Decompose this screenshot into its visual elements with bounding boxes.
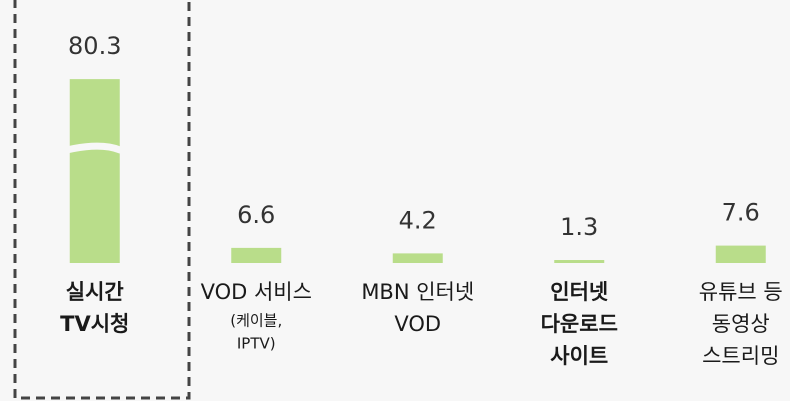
value-label: 80.3 <box>68 32 121 60</box>
marks: 80.3 실시간 TV시청 6.6 VOD 서비스 (케이블, IPTV) 4.2 MBN 인터… <box>60 32 783 368</box>
x-tick-label: MBN 인터넷 <box>361 280 474 304</box>
highlight-box <box>13 0 191 400</box>
bar <box>554 260 605 263</box>
x-tick-label: 사이트 <box>550 344 608 368</box>
x-tick-label: TV시청 <box>60 312 129 336</box>
category-note: (케이블, <box>230 312 282 330</box>
x-tick-label: 유튜브 등 <box>699 280 783 304</box>
x-tick-label: 실시간 <box>66 280 124 304</box>
x-tick-label: VOD 서비스 <box>201 280 312 304</box>
bar <box>231 247 282 263</box>
x-tick-label: 스트리밍 <box>702 344 779 368</box>
x-tick-label: 동영상 <box>712 312 770 336</box>
x-tick-label: 다운로드 <box>541 312 618 336</box>
axis-break <box>41 141 169 160</box>
category-note: IPTV) <box>237 335 276 353</box>
value-label: 4.2 <box>399 206 437 234</box>
value-label: 1.3 <box>560 213 598 241</box>
value-label: 6.6 <box>237 201 275 229</box>
bar <box>69 79 120 263</box>
x-tick-label: VOD <box>394 312 441 336</box>
bar <box>392 253 443 263</box>
bar <box>715 245 766 263</box>
x-tick-label: 인터넷 <box>550 280 608 304</box>
value-label: 7.6 <box>722 199 760 227</box>
